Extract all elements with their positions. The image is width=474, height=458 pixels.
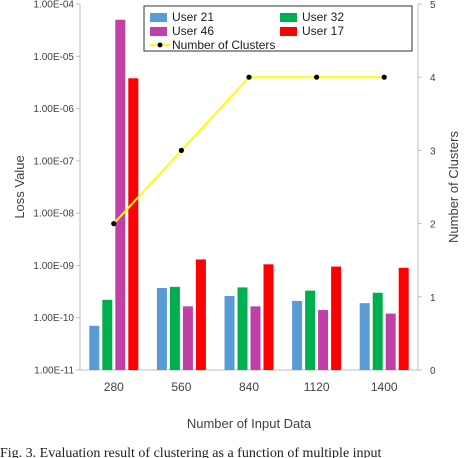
- bar-user-32: [237, 287, 248, 370]
- cluster-count-point: [111, 221, 117, 227]
- legend-label-user-21: User 21: [172, 10, 214, 24]
- bar-user-46: [385, 313, 396, 370]
- bar-user-21: [292, 300, 303, 370]
- x-tick-label: 1120: [304, 380, 330, 394]
- y-tick-label: 1.00E-11: [34, 366, 74, 377]
- legend-label-user-17: User 17: [302, 24, 344, 38]
- bar-user-17: [398, 267, 409, 370]
- cluster-count-point: [381, 74, 387, 80]
- x-axis-label: Number of Input Data: [187, 416, 312, 431]
- figure-caption: Fig. 3. Evaluation result of clustering …: [0, 446, 382, 458]
- legend-box: [143, 5, 413, 52]
- y-tick-label: 1.00E-07: [33, 156, 74, 167]
- y-tick-label: 1.00E-10: [33, 313, 74, 324]
- bar-user-46: [250, 306, 261, 370]
- legend-label-user-46: User 46: [172, 24, 214, 38]
- legend-label-user-32: User 32: [302, 10, 344, 24]
- bar-user-21: [359, 303, 370, 370]
- bar-user-46: [318, 310, 329, 370]
- y-tick-label: 1.00E-08: [33, 209, 74, 220]
- bar-user-32: [305, 290, 316, 370]
- y-tick-label: 1.00E-04: [33, 0, 74, 11]
- x-tick-label: 1400: [371, 380, 398, 394]
- y-tick-label: 1.00E-05: [33, 52, 74, 63]
- bar-user-17: [128, 78, 139, 371]
- legend-swatch-user-21: [150, 13, 167, 22]
- cluster-count-point: [314, 74, 320, 80]
- legend-swatch-user-17: [280, 27, 297, 36]
- bar-user-32: [372, 292, 383, 370]
- y2-tick-label: 2: [430, 220, 436, 231]
- y2-tick-label: 4: [430, 73, 436, 84]
- bar-user-32: [102, 299, 113, 370]
- legend-swatch-user-32: [280, 13, 297, 22]
- bar-user-21: [224, 296, 235, 370]
- bar-user-21: [89, 325, 100, 370]
- bar-user-21: [156, 288, 167, 370]
- cluster-count-line: [113, 76, 385, 225]
- bar-user-46: [182, 306, 193, 370]
- y-tick-label: 1.00E-09: [33, 261, 74, 272]
- x-tick-label: 280: [104, 380, 124, 394]
- y2-tick-label: 1: [430, 293, 436, 304]
- bar-user-46: [115, 19, 126, 371]
- y-tick-label: 1.00E-06: [33, 104, 74, 115]
- chart: 1.00E-11 1.00E-10 1.00E-09 1.00E-08 1.00E-07…: [12, 0, 461, 431]
- cluster-count-point: [246, 74, 252, 80]
- y2-axis-label: Number of Clusters: [446, 131, 461, 243]
- bar-user-17: [195, 259, 206, 370]
- bar-user-17: [331, 266, 342, 370]
- bar-user-17: [263, 264, 274, 370]
- legend-marker-number-of-clusters: [157, 42, 163, 48]
- legend-swatch-user-46: [150, 27, 167, 36]
- y2-tick-label: 5: [430, 0, 436, 11]
- x-tick-label: 840: [239, 380, 259, 394]
- legend: User 21 User 32 User 46 User 17 Number of Cl…: [143, 5, 413, 52]
- y-axis-label: Loss Value: [12, 155, 27, 218]
- cluster-count-point: [178, 147, 184, 153]
- y2-tick-label: 3: [430, 146, 436, 157]
- bars: [89, 19, 409, 371]
- cluster-line-layer: [111, 74, 387, 227]
- x-tick-label: 560: [171, 380, 191, 394]
- y2-tick-label: 0: [430, 366, 436, 377]
- axes: 1.00E-11 1.00E-10 1.00E-09 1.00E-08 1.00E-07…: [12, 0, 461, 431]
- legend-label-number-of-clusters: Number of Clusters: [172, 38, 275, 52]
- bar-user-32: [169, 286, 180, 370]
